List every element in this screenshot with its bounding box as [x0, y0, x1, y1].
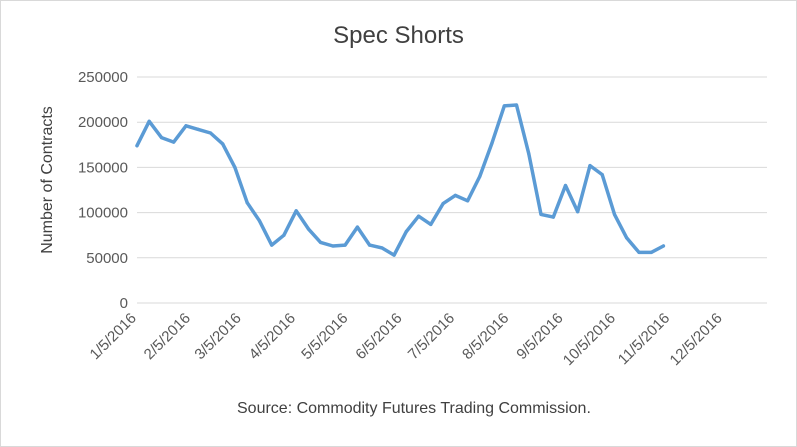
y-tick-label: 200000 — [78, 114, 128, 131]
x-tick-label: 8/5/2016 — [459, 310, 512, 363]
x-tick-label: 11/5/2016 — [615, 310, 673, 368]
data-point — [417, 214, 421, 218]
x-tick-label: 10/5/2016 — [560, 310, 619, 369]
x-tick-label: 7/5/2016 — [405, 310, 458, 363]
data-point — [612, 212, 617, 216]
data-point — [184, 124, 188, 128]
data-point — [625, 236, 629, 240]
data-point — [404, 230, 408, 234]
data-point — [147, 119, 151, 123]
data-point — [539, 212, 543, 216]
x-tick-label: 5/5/2016 — [298, 310, 351, 363]
data-point — [576, 210, 580, 214]
data-point — [270, 243, 274, 247]
x-tick-label: 1/5/2016 — [87, 310, 140, 363]
data-point — [257, 219, 261, 223]
data-point — [380, 246, 384, 250]
data-point — [551, 215, 555, 219]
y-tick-label: 0 — [120, 295, 128, 312]
data-point — [306, 227, 310, 231]
x-tick-label: 12/5/2016 — [667, 310, 726, 369]
data-point — [208, 131, 213, 135]
data-point — [331, 244, 335, 248]
data-point — [196, 127, 200, 131]
data-point — [453, 193, 457, 197]
data-point — [502, 104, 506, 108]
y-tick-label: 250000 — [78, 69, 128, 86]
data-point — [563, 183, 568, 188]
data-point — [637, 250, 641, 254]
x-tick-label: 3/5/2016 — [191, 310, 244, 363]
data-point — [392, 253, 396, 257]
data-point — [490, 141, 494, 145]
x-tick-label: 6/5/2016 — [352, 310, 405, 363]
data-point — [245, 201, 249, 205]
data-point — [441, 202, 445, 206]
data-point — [649, 250, 653, 254]
data-point — [466, 199, 470, 203]
x-tick-label: 9/5/2016 — [513, 310, 566, 363]
data-point — [221, 142, 225, 146]
data-point — [233, 165, 237, 169]
data-point — [172, 140, 176, 144]
y-tick-label: 50000 — [86, 250, 128, 267]
data-point — [514, 103, 519, 107]
data-point — [343, 243, 347, 247]
data-point — [429, 222, 433, 226]
data-point — [478, 174, 482, 178]
series-line-0 — [135, 103, 666, 257]
data-point — [355, 225, 359, 229]
chart-title: Spec Shorts — [333, 22, 464, 49]
data-point — [368, 243, 372, 247]
y-tick-label: 100000 — [78, 205, 128, 222]
x-tick-label: 2/5/2016 — [141, 310, 194, 363]
data-point — [527, 152, 531, 156]
data-point — [661, 244, 666, 248]
data-point — [588, 164, 592, 168]
data-point — [600, 173, 604, 177]
x-tick-label: 4/5/2016 — [246, 310, 299, 363]
source-note: Source: Commodity Futures Trading Commis… — [237, 400, 591, 417]
data-point — [135, 144, 139, 148]
data-point — [319, 240, 323, 244]
data-point — [282, 233, 286, 237]
data-point — [294, 209, 298, 213]
y-tick-label: 150000 — [78, 159, 128, 176]
data-point — [159, 136, 164, 140]
